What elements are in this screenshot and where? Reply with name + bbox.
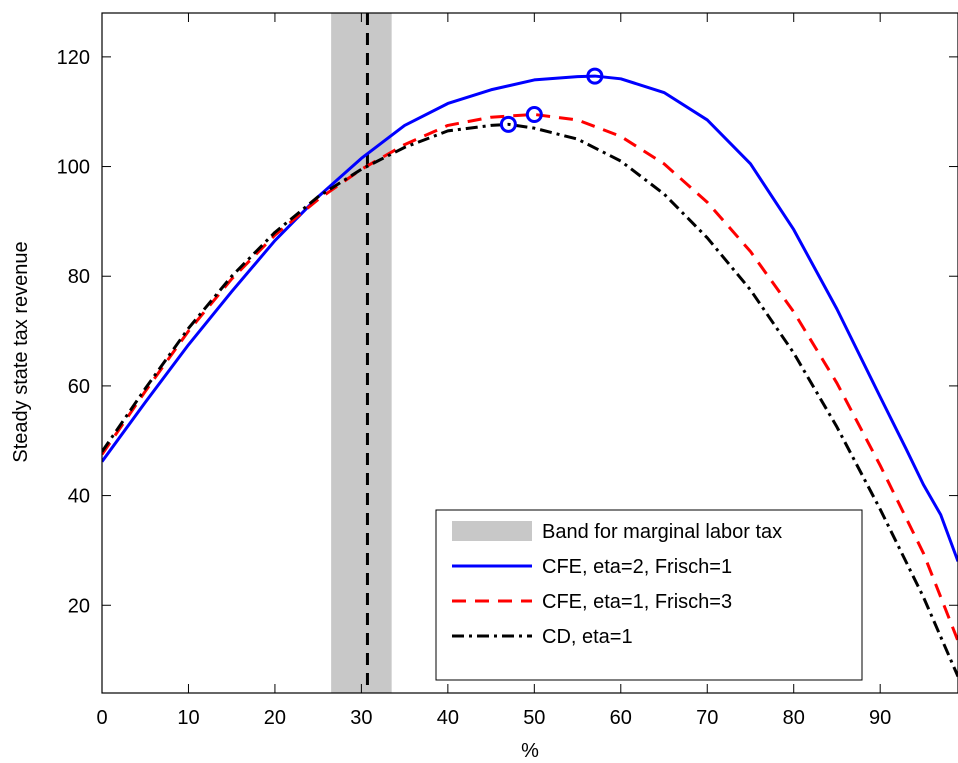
series-line-2 [102, 112, 958, 642]
plot-frame [101, 12, 958, 694]
x-tick-label: 10 [177, 707, 199, 729]
series-line-3 [102, 122, 958, 678]
y-tick-label: 20 [68, 595, 90, 617]
x-tick-label: 60 [610, 707, 632, 729]
y-tick-label: 60 [68, 376, 90, 398]
x-tick-label: 0 [96, 707, 107, 729]
legend-label-1: CFE, eta=2, Frisch=1 [542, 556, 732, 578]
x-tick-label: 80 [783, 707, 805, 729]
x-tick-label: 20 [264, 707, 286, 729]
legend-swatch-band [452, 521, 532, 541]
x-tick-label: 40 [437, 707, 459, 729]
x-tick-label: 50 [523, 707, 545, 729]
x-tick-label: 30 [350, 707, 372, 729]
x-axis-label: % [521, 740, 539, 762]
legend-label-3: CD, eta=1 [542, 626, 633, 648]
y-tick-label: 100 [57, 157, 90, 179]
y-tick-label: 40 [68, 486, 90, 508]
y-axis-label: Steady state tax revenue [10, 241, 32, 462]
y-tick-label: 80 [68, 266, 90, 288]
peak-marker-3 [499, 115, 517, 133]
peak-marker-2 [525, 105, 543, 123]
peak-marker-1 [586, 67, 604, 85]
y-tick-label: 120 [57, 47, 90, 69]
legend-label-2: CFE, eta=1, Frisch=3 [542, 591, 732, 613]
legend: Band for marginal labor tax CFE, eta=2, F… [435, 509, 863, 681]
x-tick-label: 90 [869, 707, 891, 729]
series-line-1 [102, 74, 958, 562]
legend-label-band: Band for marginal labor tax [542, 521, 782, 543]
x-tick-label: 70 [696, 707, 718, 729]
marginal-tax-band [331, 13, 392, 693]
